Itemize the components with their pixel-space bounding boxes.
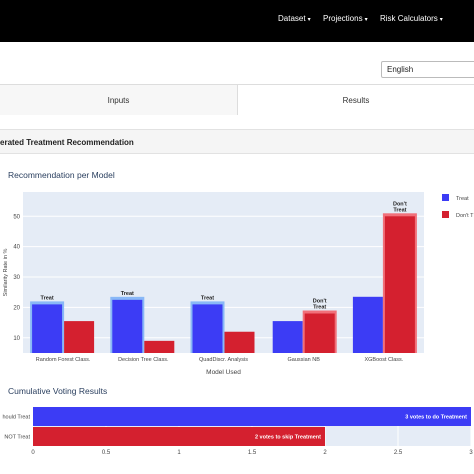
nav-projections[interactable]: Projections ▾ — [323, 14, 368, 23]
top-navbar: Dataset ▾ Projections ▾ Risk Calculators ▾ — [0, 0, 474, 42]
chart-title-recommendation: Recommendation per Model — [8, 170, 115, 180]
bar-data-label: Treat — [393, 207, 406, 213]
legend-swatch — [442, 194, 449, 201]
language-select[interactable]: English — [381, 61, 474, 78]
voting-bar-chart: 0 0.5 1 1.5 2 2.5 3 3 votes to do Treatment houl… — [2, 407, 473, 456]
tab-results[interactable]: Results — [238, 84, 474, 115]
y-tick-label: 10 — [13, 336, 20, 342]
tab-inputs[interactable]: Inputs — [0, 84, 238, 115]
bar — [33, 407, 471, 426]
tab-bar: Inputs Results — [0, 84, 474, 115]
bar-data-label: 2 votes to skip Treatment — [255, 435, 321, 441]
y-tick-label: 40 — [13, 245, 20, 251]
x-tick-label: Random Forest Class. — [36, 357, 91, 363]
bar — [384, 216, 415, 353]
x-tick-label: 1 — [177, 450, 181, 456]
bar — [32, 304, 63, 353]
bar — [304, 313, 335, 353]
bar — [272, 321, 303, 353]
bar — [64, 321, 95, 353]
x-tick-label: 3 — [469, 450, 473, 456]
bar-data-label: Treat — [201, 295, 214, 301]
bar-data-label: Treat — [121, 291, 134, 297]
section-header: erated Treatment Recommendation — [0, 129, 474, 154]
x-tick-label: QuadDiscr. Analysis — [199, 357, 248, 363]
x-axis-title: Model Used — [206, 369, 241, 376]
x-tick-label: 0.5 — [102, 450, 111, 456]
y-tick-label: NOT Treat — [4, 435, 30, 441]
bar — [144, 340, 175, 353]
y-tick-label: 30 — [13, 275, 20, 281]
bar — [352, 296, 383, 353]
bar — [112, 299, 143, 353]
y-axis-title: Similarity Rate in % — [3, 249, 9, 297]
bar-data-label: Don't — [313, 299, 327, 305]
bar — [33, 427, 325, 446]
nav-risk-calculators[interactable]: Risk Calculators ▾ — [380, 14, 443, 23]
caret-down-icon: ▾ — [364, 17, 368, 23]
y-tick-label: 20 — [13, 305, 20, 311]
x-tick-label: XGBoost Class. — [364, 357, 403, 363]
bar — [224, 331, 255, 353]
bar-data-label: Don't — [393, 201, 407, 207]
nav-dataset[interactable]: Dataset ▾ — [278, 14, 311, 23]
legend-label: Don't T — [456, 213, 474, 219]
bar — [192, 304, 223, 353]
x-tick-label: 2 — [323, 450, 327, 456]
caret-down-icon: ▾ — [307, 17, 311, 23]
caret-down-icon: ▾ — [439, 17, 443, 23]
legend-swatch — [442, 211, 449, 218]
x-tick-label: 1.5 — [248, 450, 257, 456]
x-tick-label: 2.5 — [394, 450, 403, 456]
recommendation-bar-chart: 10 20 30 40 50 Similarity Rate in % Treat Rando… — [3, 192, 474, 376]
chart-title-voting: Cumulative Voting Results — [8, 386, 108, 396]
y-tick-label: 50 — [13, 214, 20, 220]
bar-data-label: 3 votes to do Treatment — [405, 415, 467, 421]
section-title: erated Treatment Recommendation — [0, 138, 134, 147]
legend-label: Treat — [456, 196, 469, 202]
y-tick-label: hould Treat — [2, 415, 30, 421]
x-tick-label: Decision Tree Class. — [118, 357, 169, 363]
bar-data-label: Treat — [313, 305, 326, 311]
bar-data-label: Treat — [41, 295, 54, 301]
x-tick-label: 0 — [31, 450, 35, 456]
x-tick-label: Gaussian NB — [287, 357, 320, 363]
